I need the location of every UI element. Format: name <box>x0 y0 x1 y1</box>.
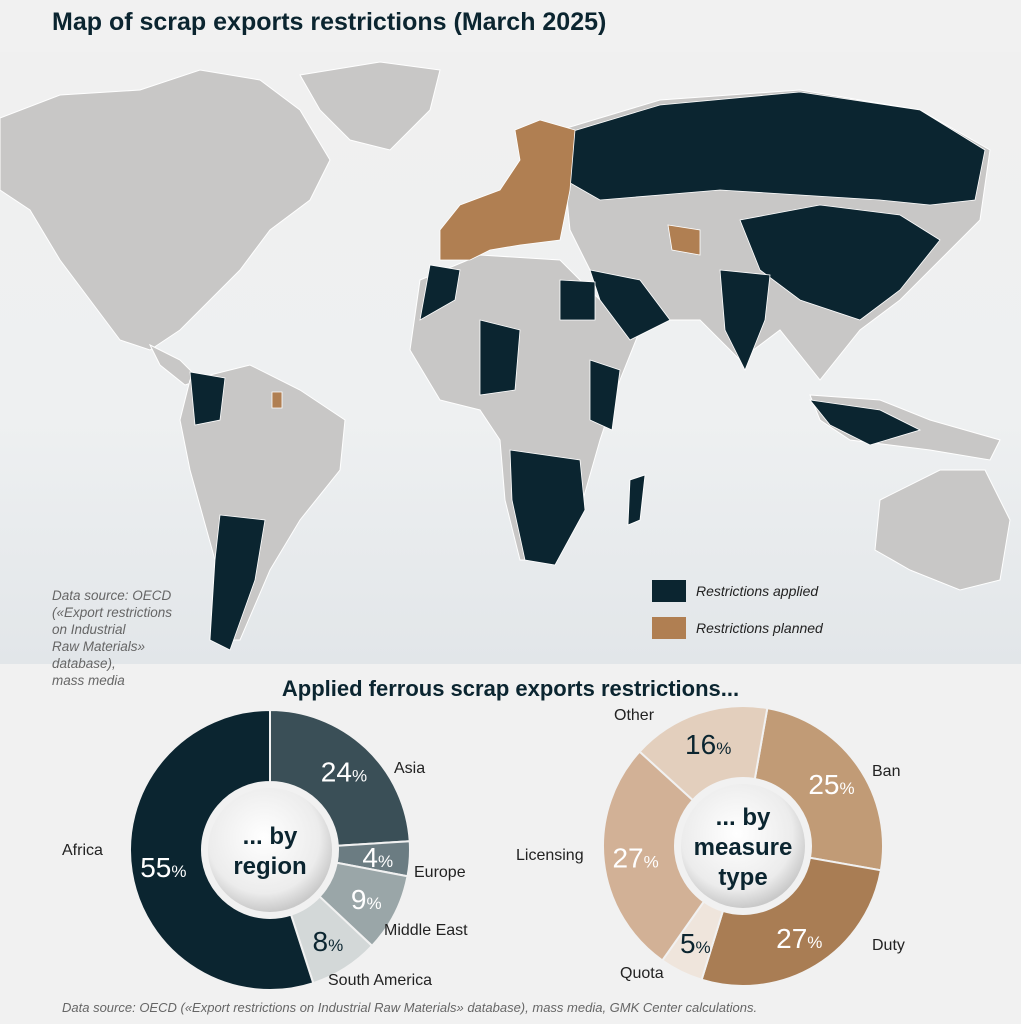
label-africa: Africa <box>62 842 103 859</box>
data-label-africa: 55% <box>140 852 186 883</box>
section-subtitle: Applied ferrous scrap exports restrictio… <box>281 676 740 701</box>
guiana-planned <box>271 391 283 409</box>
label-middle-east: Middle East <box>384 922 468 939</box>
data-label-other: 16% <box>685 729 731 760</box>
label-other: Other <box>614 707 655 724</box>
donut-center-label: region <box>233 853 306 880</box>
legend-item-applied: Restrictions applied <box>652 580 818 602</box>
data-label-middle-east: 9% <box>351 884 382 915</box>
bottom-source-note: Data source: OECD («Export restrictions … <box>62 1000 758 1015</box>
world-map: Data source: OECD («Export restrictions … <box>0 52 1021 688</box>
legend-swatch-applied <box>652 580 686 602</box>
slice-asia <box>269 708 411 847</box>
slice-licensing <box>602 750 706 962</box>
indonesia-applied <box>809 399 922 446</box>
label-ban: Ban <box>872 763 901 780</box>
australia <box>874 469 1011 591</box>
donut-by-measure-type: 25% 27% 5% 27% 16% ... by measure type <box>602 705 884 987</box>
data-label-licensing: 27% <box>612 843 658 874</box>
source-line: database), <box>52 656 116 671</box>
madagascar-applied <box>627 474 646 526</box>
donut-center-label: ... by <box>243 823 298 850</box>
argentina-applied <box>209 514 266 651</box>
west-africa-applied <box>479 319 521 396</box>
europe-planned <box>439 119 576 261</box>
data-label-duty: 27% <box>776 923 822 954</box>
donut-by-region: 24% 4% 9%8% 55% ... by region <box>129 708 411 991</box>
source-line: on Industrial <box>52 622 126 637</box>
donut-hub <box>681 784 805 908</box>
donut-center-label: ... by <box>716 804 771 831</box>
label-quota: Quota <box>620 965 664 982</box>
donut-hub <box>208 788 332 912</box>
label-licensing: Licensing <box>516 847 584 864</box>
source-line: («Export restrictions <box>52 605 173 620</box>
page-title: Map of scrap exports restrictions (March… <box>52 8 607 36</box>
russia-applied <box>559 91 986 206</box>
india-applied <box>719 269 771 371</box>
label-europe: Europe <box>414 864 466 881</box>
data-label-quota: 5% <box>680 928 711 959</box>
donut-center-label: type <box>718 864 767 891</box>
southern-africa-applied <box>509 449 586 566</box>
donut-center-label: measure <box>694 834 793 861</box>
data-label-south-america: 8% <box>313 926 344 957</box>
middle-east-applied <box>589 269 671 341</box>
slice-ban <box>753 706 884 872</box>
source-line: Data source: OECD <box>52 588 172 603</box>
world-map-svg <box>0 61 1011 651</box>
label-south-america: South America <box>328 972 433 989</box>
legend-label: Restrictions applied <box>696 583 819 599</box>
egypt-applied <box>559 279 596 321</box>
data-label-ban: 25% <box>808 769 854 800</box>
source-line: mass media <box>52 673 125 688</box>
slice-other <box>638 705 769 802</box>
north-africa-applied <box>419 264 461 321</box>
label-duty: Duty <box>872 937 905 954</box>
legend-swatch-planned <box>652 617 686 639</box>
china-applied <box>739 204 941 321</box>
data-label-asia: 24% <box>321 756 367 787</box>
legend-item-planned: Restrictions planned <box>652 617 823 639</box>
label-asia: Asia <box>394 760 426 777</box>
data-label-europe: 4% <box>362 842 393 873</box>
source-line: Raw Materials» <box>52 639 146 654</box>
greenland <box>299 61 441 151</box>
colombia-applied <box>189 371 226 426</box>
north-america <box>0 69 331 351</box>
slice-duty <box>700 856 883 987</box>
slice-africa <box>129 708 315 991</box>
central-asia-planned <box>667 224 701 256</box>
east-africa-applied <box>589 359 621 431</box>
legend-label: Restrictions planned <box>696 620 823 636</box>
map-source-note: Data source: OECD («Export restrictions … <box>52 587 202 689</box>
